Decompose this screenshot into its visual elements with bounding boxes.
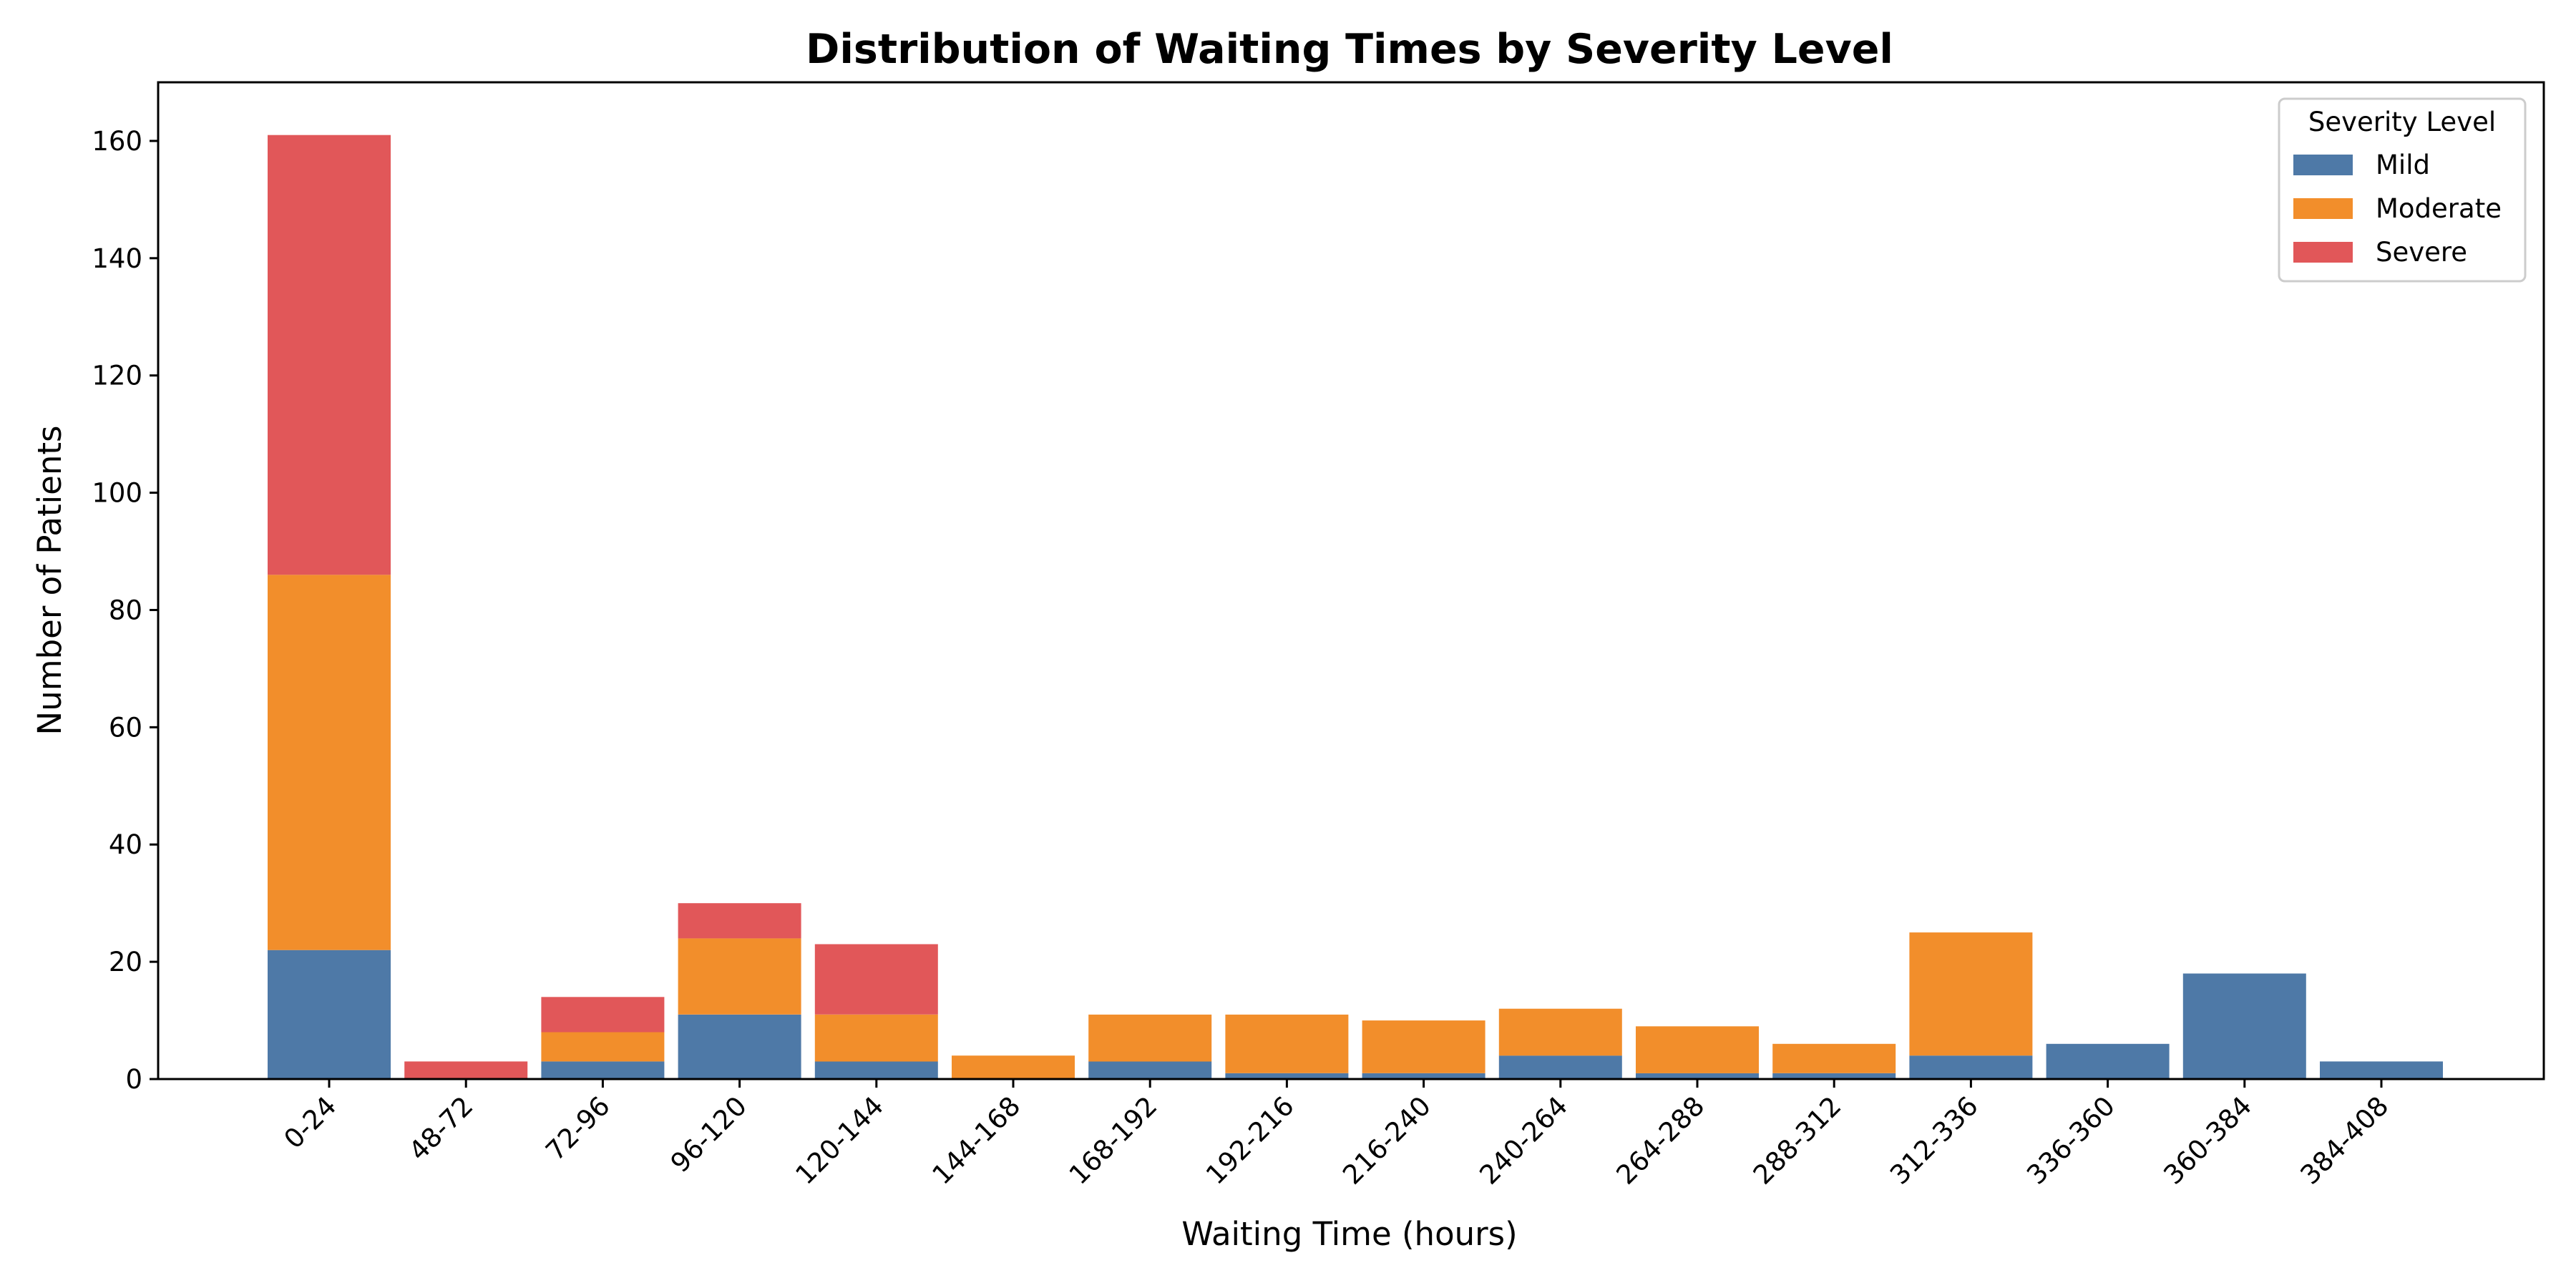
bar-moderate-120-144 xyxy=(814,1014,938,1062)
legend-frame xyxy=(2278,97,2527,283)
bar-mild-96-120 xyxy=(678,1014,801,1079)
bar-moderate-192-216 xyxy=(1225,1014,1349,1073)
legend-swatch-moderate xyxy=(2293,198,2353,219)
legend-swatch-mild xyxy=(2293,155,2353,175)
y-tick-label: 120 xyxy=(92,361,142,391)
y-tick-label: 100 xyxy=(92,478,142,509)
legend-swatch-severe xyxy=(2293,242,2353,263)
chart-title: Distribution of Waiting Times by Severit… xyxy=(806,26,1893,73)
bars xyxy=(268,135,2443,1079)
legend-label-mild: Mild xyxy=(2376,150,2430,180)
x-tick-label: 216-240 xyxy=(1337,1091,1437,1191)
bar-moderate-144-168 xyxy=(952,1055,1075,1079)
x-tick-label: 120-144 xyxy=(789,1091,889,1191)
x-tick-label: 264-288 xyxy=(1611,1091,1711,1191)
bar-moderate-168-192 xyxy=(1088,1014,1212,1062)
bar-moderate-288-312 xyxy=(1772,1043,1896,1073)
x-tick-label: 384-408 xyxy=(2295,1091,2395,1191)
bar-mild-312-336 xyxy=(1909,1055,2033,1079)
legend-label-severe: Severe xyxy=(2376,237,2467,268)
bar-moderate-72-96 xyxy=(541,1032,665,1062)
plot-frame xyxy=(157,81,2545,1080)
bar-moderate-0-24 xyxy=(268,575,391,950)
x-tick-label: 144-168 xyxy=(927,1091,1027,1191)
y-tick-label: 0 xyxy=(125,1064,142,1095)
x-tick-label: 0-24 xyxy=(278,1091,343,1155)
bar-mild-72-96 xyxy=(541,1061,665,1079)
legend-label-moderate: Moderate xyxy=(2376,193,2502,224)
x-tick-label: 288-312 xyxy=(1747,1091,1848,1191)
x-tick-label: 360-384 xyxy=(2157,1091,2258,1191)
bar-moderate-312-336 xyxy=(1909,932,2033,1056)
x-tick-label: 48-72 xyxy=(403,1091,479,1166)
bar-mild-168-192 xyxy=(1088,1061,1212,1079)
y-tick-label: 40 xyxy=(109,829,142,860)
x-tick-label: 192-216 xyxy=(1200,1091,1300,1191)
y-axis-label: Number of Patients xyxy=(31,426,69,736)
bar-mild-384-408 xyxy=(2320,1061,2443,1079)
x-tick-label: 240-264 xyxy=(1473,1091,1574,1191)
bar-severe-0-24 xyxy=(268,135,391,575)
bar-mild-0-24 xyxy=(268,950,391,1079)
bar-mild-192-216 xyxy=(1225,1073,1349,1079)
bar-mild-120-144 xyxy=(814,1061,938,1079)
x-tick-label: 168-192 xyxy=(1063,1091,1163,1191)
bar-mild-288-312 xyxy=(1772,1073,1896,1079)
bar-moderate-240-264 xyxy=(1498,1008,1622,1056)
y-tick-label: 80 xyxy=(109,595,142,625)
y-tick-label: 60 xyxy=(109,712,142,743)
bar-severe-96-120 xyxy=(678,903,801,939)
y-axis: 0 20 40 60 80 100 120 140 160 xyxy=(92,126,158,1095)
legend: Severity Level Mild Moderate Severe xyxy=(2278,97,2527,283)
y-tick-label: 20 xyxy=(109,947,142,977)
bar-mild-360-384 xyxy=(2182,973,2306,1079)
bar-mild-216-240 xyxy=(1362,1073,1485,1079)
x-axis: 0-24 48-72 72-96 96-120 120-144 144-168 168-19… xyxy=(278,1079,2395,1191)
y-tick-label: 140 xyxy=(92,243,142,274)
x-tick-label: 96-120 xyxy=(665,1091,753,1179)
bar-moderate-216-240 xyxy=(1362,1020,1485,1073)
bar-mild-336-360 xyxy=(2046,1043,2170,1079)
bar-moderate-264-288 xyxy=(1636,1026,1759,1073)
legend-title: Severity Level xyxy=(2308,107,2496,137)
bar-mild-240-264 xyxy=(1498,1055,1622,1079)
y-tick-label: 160 xyxy=(92,126,142,157)
x-axis-label: Waiting Time (hours) xyxy=(1181,1215,1517,1253)
bar-moderate-96-120 xyxy=(678,938,801,1015)
bar-mild-264-288 xyxy=(1636,1073,1759,1079)
x-tick-label: 312-336 xyxy=(1884,1091,1984,1191)
x-tick-label: 72-96 xyxy=(540,1091,615,1166)
bar-severe-48-72 xyxy=(404,1061,528,1079)
bar-severe-72-96 xyxy=(541,997,665,1033)
bar-severe-120-144 xyxy=(814,944,938,1015)
x-tick-label: 336-360 xyxy=(2021,1091,2121,1191)
